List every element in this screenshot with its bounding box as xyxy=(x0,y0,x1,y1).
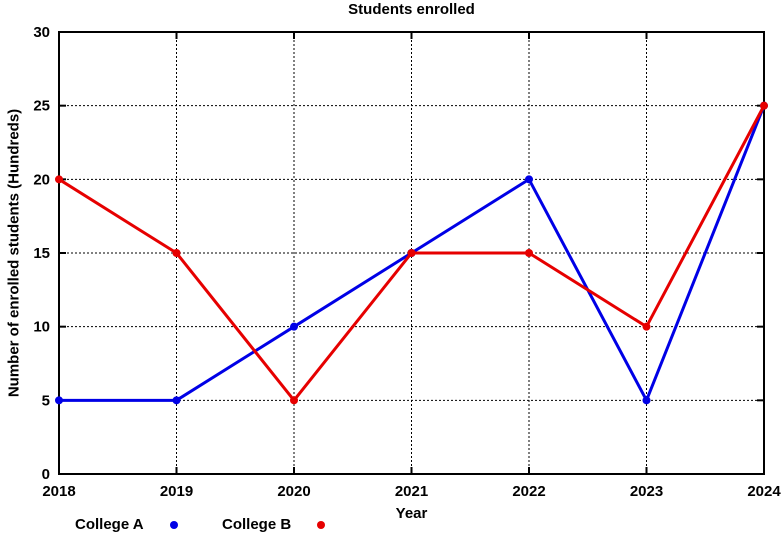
legend-marker-college-a-icon xyxy=(170,521,178,529)
legend: College A College B xyxy=(0,512,784,537)
y-tick-label: 10 xyxy=(33,319,50,336)
data-point-college-b xyxy=(290,396,298,405)
y-tick-label: 0 xyxy=(42,466,50,483)
y-tick-label: 15 xyxy=(33,245,50,262)
legend-label-college-b: College B xyxy=(222,516,292,533)
legend-label-college-a: College A xyxy=(75,516,144,533)
y-tick-label: 25 xyxy=(33,98,50,115)
y-tick-label: 30 xyxy=(33,24,50,41)
x-tick-label: 2020 xyxy=(277,483,310,500)
data-point-college-b xyxy=(525,249,533,257)
legend-marker-college-b-icon xyxy=(317,521,325,529)
data-point-college-a xyxy=(172,396,181,405)
x-tick-label: 2024 xyxy=(747,483,781,500)
data-point-college-a xyxy=(290,322,298,331)
chart-title: Students enrolled xyxy=(348,1,475,18)
x-tick-label: 2023 xyxy=(630,483,663,500)
data-point-college-b xyxy=(407,249,416,257)
data-point-college-b xyxy=(642,322,651,331)
data-point-college-a xyxy=(525,175,533,184)
data-point-college-b xyxy=(55,175,63,184)
x-tick-label: 2021 xyxy=(395,483,428,500)
y-tick-label: 20 xyxy=(33,171,50,188)
y-tick-label: 5 xyxy=(42,392,50,409)
x-tick-label: 2018 xyxy=(42,483,75,500)
x-tick-label: 2019 xyxy=(160,483,193,500)
x-axis-label: Year xyxy=(395,505,428,522)
data-point-college-a xyxy=(55,396,63,405)
x-tick-label: 2022 xyxy=(512,483,545,500)
data-point-college-b xyxy=(760,101,768,110)
data-point-college-b xyxy=(172,249,181,257)
data-point-college-a xyxy=(642,396,651,405)
